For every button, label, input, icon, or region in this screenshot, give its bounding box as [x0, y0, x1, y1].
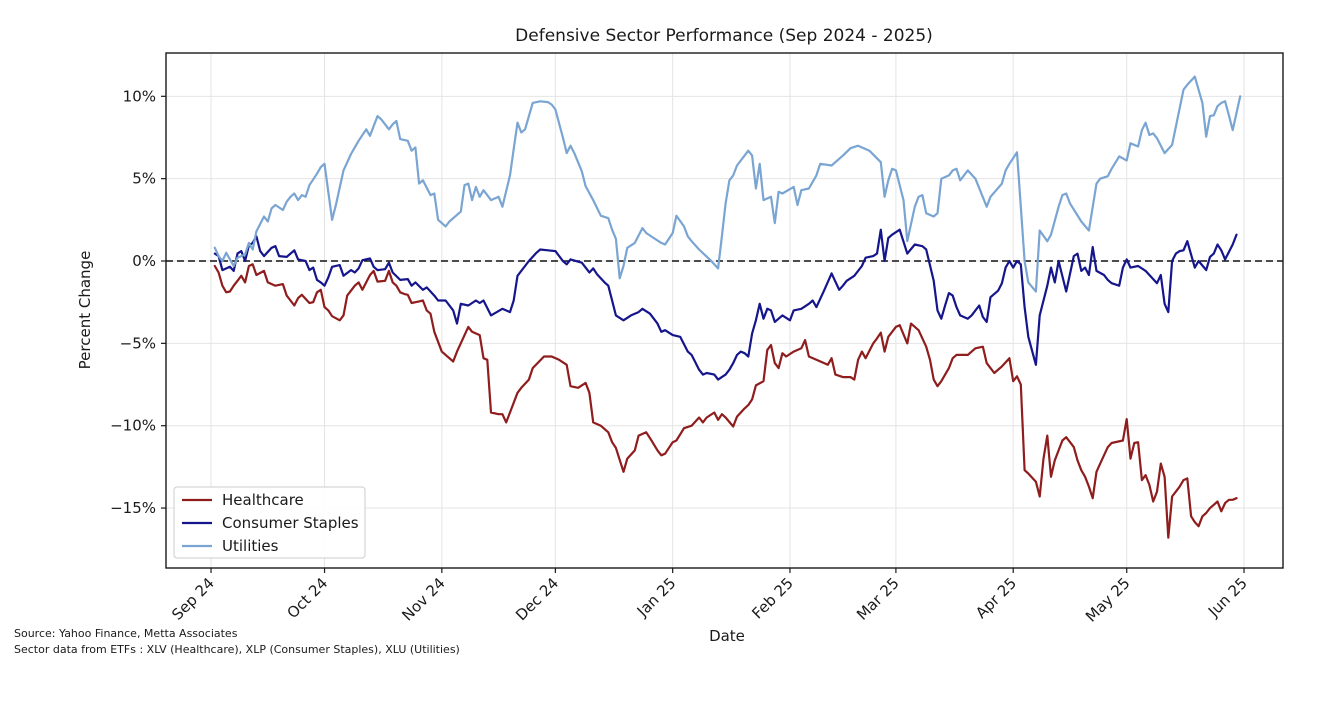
legend: Healthcare Consumer Staples Utilities [173, 486, 366, 559]
y-tick-label: 5% [132, 170, 156, 188]
x-tick-label: Sep 24 [168, 574, 218, 624]
x-tick-label: Nov 24 [398, 574, 448, 624]
legend-label-consumer-staples: Consumer Staples [222, 514, 359, 532]
plot-frame [165, 52, 1284, 569]
x-tick-label: May 25 [1082, 574, 1134, 626]
y-tick-label: −15% [110, 499, 156, 517]
y-axis-label: Percent Change [76, 251, 94, 370]
consumer-staples-line [213, 228, 1238, 381]
y-tick-label: 10% [123, 87, 156, 105]
legend-box [173, 486, 366, 559]
y-tick-label: −10% [110, 417, 156, 435]
x-tick-label: Apr 25 [972, 574, 1020, 622]
source-note: Source: Yahoo Finance, Metta Associates [14, 627, 238, 640]
chart-title: Defensive Sector Performance (Sep 2024 -… [515, 26, 933, 46]
x-tick-label: Jan 25 [633, 574, 680, 621]
y-tick-label: 0% [132, 252, 156, 270]
x-tick-label: Mar 25 [853, 574, 903, 624]
legend-label-utilities: Utilities [222, 537, 279, 555]
data-series [213, 75, 1242, 539]
x-tick-label: Feb 25 [748, 574, 796, 622]
x-axis-label: Date [709, 627, 745, 645]
y-tick-label: −5% [120, 334, 156, 352]
utilities-line [213, 75, 1242, 293]
x-tick-label: Oct 24 [283, 574, 331, 622]
x-tick-label: Jun 25 [1204, 574, 1251, 621]
x-tick-label: Dec 24 [512, 574, 562, 624]
healthcare-line [213, 263, 1238, 539]
etf-note: Sector data from ETFs : XLV (Healthcare)… [14, 643, 460, 656]
legend-label-healthcare: Healthcare [222, 491, 304, 509]
